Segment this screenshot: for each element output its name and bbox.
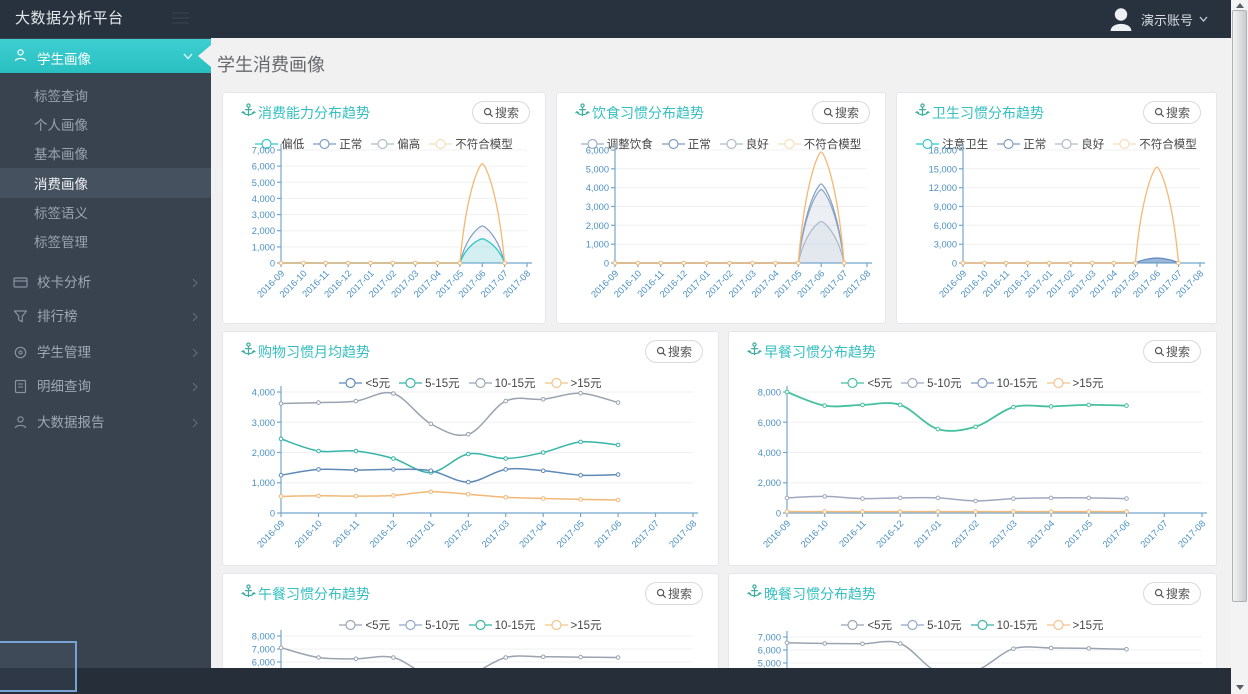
svg-text:2,000: 2,000 xyxy=(252,448,275,458)
svg-text:2017-01: 2017-01 xyxy=(405,518,436,549)
svg-text:0: 0 xyxy=(270,259,275,269)
svg-text:2017-08: 2017-08 xyxy=(667,518,698,549)
svg-text:3,000: 3,000 xyxy=(586,202,609,212)
svg-text:4,000: 4,000 xyxy=(252,388,275,398)
svg-text:2,000: 2,000 xyxy=(586,221,609,231)
svg-text:3,000: 3,000 xyxy=(252,210,275,220)
svg-text:4,000: 4,000 xyxy=(586,183,609,193)
svg-text:4,000: 4,000 xyxy=(758,448,781,458)
svg-text:15,000: 15,000 xyxy=(929,164,957,174)
svg-text:2016-12: 2016-12 xyxy=(368,518,399,549)
svg-text:1,000: 1,000 xyxy=(252,242,275,252)
svg-text:7,000: 7,000 xyxy=(758,633,781,643)
svg-text:0: 0 xyxy=(270,509,275,519)
svg-text:2017-04: 2017-04 xyxy=(517,518,548,549)
svg-text:2016-09: 2016-09 xyxy=(761,518,792,549)
svg-text:6,000: 6,000 xyxy=(252,658,275,668)
svg-text:12,000: 12,000 xyxy=(929,183,957,193)
svg-text:8,000: 8,000 xyxy=(252,632,275,642)
svg-text:2016-09: 2016-09 xyxy=(255,518,286,549)
svg-text:5,000: 5,000 xyxy=(252,178,275,188)
svg-text:2017-01: 2017-01 xyxy=(912,518,943,549)
svg-text:2017-03: 2017-03 xyxy=(988,518,1019,549)
svg-text:7,000: 7,000 xyxy=(252,146,275,156)
svg-text:8,000: 8,000 xyxy=(758,388,781,398)
svg-text:2017-04: 2017-04 xyxy=(1025,518,1056,549)
svg-text:6,000: 6,000 xyxy=(758,646,781,656)
svg-text:2016-11: 2016-11 xyxy=(837,518,868,549)
svg-text:6,000: 6,000 xyxy=(934,221,957,231)
svg-text:2016-11: 2016-11 xyxy=(331,518,362,549)
svg-text:2017-02: 2017-02 xyxy=(950,518,981,549)
svg-text:5,000: 5,000 xyxy=(586,164,609,174)
svg-text:2016-12: 2016-12 xyxy=(874,518,905,549)
svg-text:9,000: 9,000 xyxy=(934,202,957,212)
svg-text:1,000: 1,000 xyxy=(252,478,275,488)
svg-text:2016-10: 2016-10 xyxy=(293,518,324,549)
svg-text:0: 0 xyxy=(952,259,957,269)
svg-text:7,000: 7,000 xyxy=(252,645,275,655)
svg-text:0: 0 xyxy=(776,509,781,519)
svg-text:3,000: 3,000 xyxy=(252,418,275,428)
svg-text:18,000: 18,000 xyxy=(929,146,957,156)
svg-text:6,000: 6,000 xyxy=(252,162,275,172)
svg-text:2017-07: 2017-07 xyxy=(1139,518,1170,549)
svg-text:2017-07: 2017-07 xyxy=(630,518,661,549)
svg-text:2017-02: 2017-02 xyxy=(443,518,474,549)
svg-text:0: 0 xyxy=(604,259,609,269)
svg-text:3,000: 3,000 xyxy=(934,240,957,250)
svg-text:2017-03: 2017-03 xyxy=(480,518,511,549)
svg-text:5,000: 5,000 xyxy=(758,659,781,669)
svg-text:2,000: 2,000 xyxy=(252,226,275,236)
svg-text:2,000: 2,000 xyxy=(758,478,781,488)
svg-text:2017-06: 2017-06 xyxy=(1101,518,1132,549)
svg-text:6,000: 6,000 xyxy=(586,146,609,156)
svg-text:2017-06: 2017-06 xyxy=(592,518,623,549)
svg-text:1,000: 1,000 xyxy=(586,240,609,250)
svg-text:2017-05: 2017-05 xyxy=(1063,518,1094,549)
svg-text:4,000: 4,000 xyxy=(252,194,275,204)
svg-text:2017-05: 2017-05 xyxy=(555,518,586,549)
svg-text:6,000: 6,000 xyxy=(758,418,781,428)
svg-text:2017-08: 2017-08 xyxy=(1176,518,1207,549)
svg-text:2016-10: 2016-10 xyxy=(799,518,830,549)
